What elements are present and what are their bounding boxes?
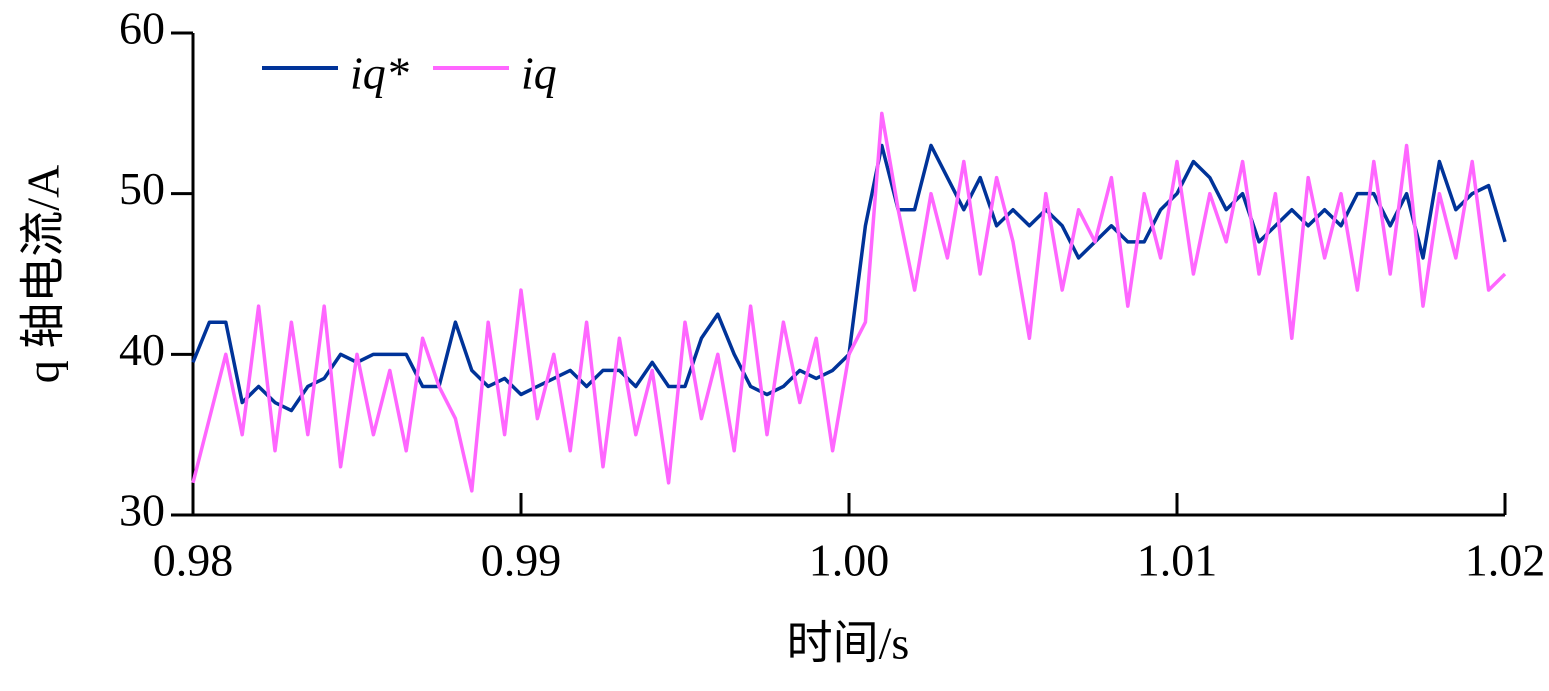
legend-label: iq [521, 48, 557, 99]
x-tick-label: 0.99 [481, 535, 562, 586]
y-tick-label: 60 [119, 3, 165, 54]
x-axis-title: 时间/s [787, 618, 910, 669]
y-tick-label: 50 [119, 163, 165, 214]
series-line [191, 111, 1507, 493]
x-tick-label: 1.02 [1465, 535, 1546, 586]
legend-label: iq* [350, 48, 409, 99]
x-tick-label: 1.01 [1137, 535, 1218, 586]
y-tick-label: 40 [119, 324, 165, 375]
x-tick-label: 1.00 [809, 535, 890, 586]
y-axis-title: q 轴电流/A [18, 165, 69, 384]
x-tick-label: 0.98 [153, 535, 234, 586]
y-tick-label: 30 [119, 485, 165, 536]
